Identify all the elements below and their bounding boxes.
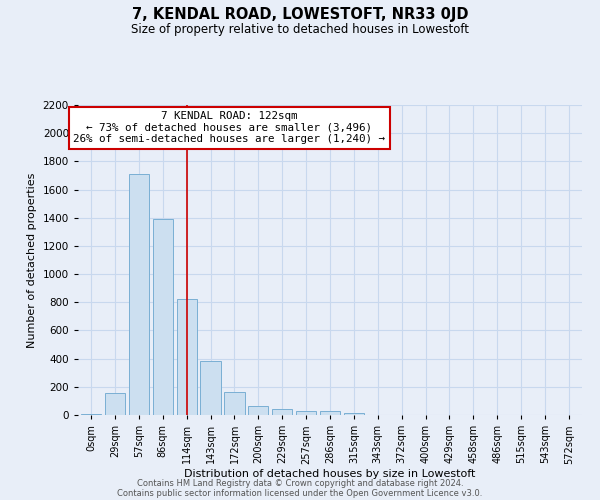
Bar [200, 361, 221, 415]
Bar [296, 412, 316, 415]
Text: Contains HM Land Registry data © Crown copyright and database right 2024.: Contains HM Land Registry data © Crown c… [137, 478, 463, 488]
Text: Contains public sector information licensed under the Open Government Licence v3: Contains public sector information licen… [118, 488, 482, 498]
Bar [152, 219, 173, 415]
Bar [176, 298, 197, 415]
Bar [248, 406, 268, 415]
Text: Size of property relative to detached houses in Lowestoft: Size of property relative to detached ho… [131, 22, 469, 36]
Bar [81, 414, 101, 415]
Text: 7 KENDAL ROAD: 122sqm
← 73% of detached houses are smaller (3,496)
26% of semi-d: 7 KENDAL ROAD: 122sqm ← 73% of detached … [73, 111, 385, 144]
Y-axis label: Number of detached properties: Number of detached properties [27, 172, 37, 348]
Text: 7, KENDAL ROAD, LOWESTOFT, NR33 0JD: 7, KENDAL ROAD, LOWESTOFT, NR33 0JD [132, 8, 468, 22]
Bar [272, 410, 292, 415]
X-axis label: Distribution of detached houses by size in Lowestoft: Distribution of detached houses by size … [184, 469, 476, 479]
Bar [344, 413, 364, 415]
Bar [105, 393, 125, 415]
Bar [129, 174, 149, 415]
Bar [224, 392, 245, 415]
Bar [320, 412, 340, 415]
